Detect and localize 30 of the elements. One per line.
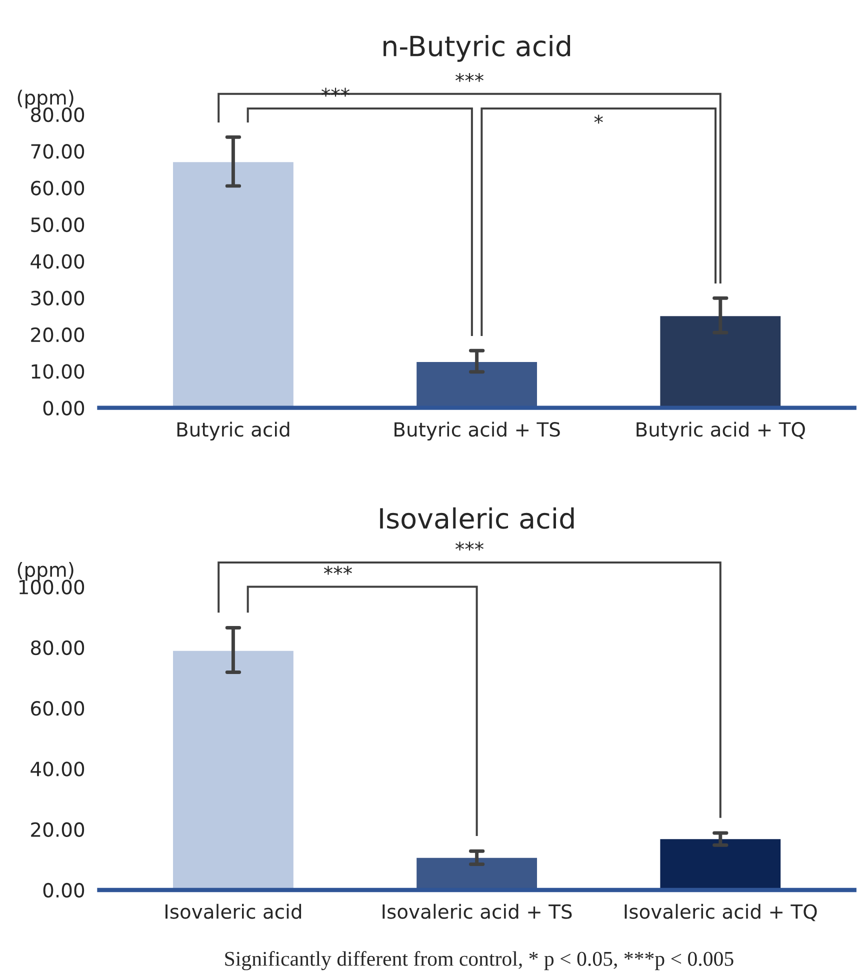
text: Significantly different from control, * p < 0.05, ***p < 0.005 [225,951,734,970]
y-tick-label: 0.00 [43,400,84,416]
x-tick-label: Butyric acid [177,422,290,441]
y-tick-label: 40.00 [30,762,84,776]
x-tick-label: Isovaleric acid + TS [382,904,572,919]
y-tick-label: 70.00 [31,144,84,159]
y-tick-label: 50.00 [31,217,84,232]
y-axis-title: (ppm) [18,562,74,581]
y-tick-label: 60.00 [31,180,84,196]
text: *** [455,542,484,551]
x-tick-label: Isovaleric acid [166,904,302,919]
chart-title: Isovaleric acid [380,507,574,529]
x-tick-label: Butyric acid + TS [394,422,560,441]
y-tick-label: 60.00 [31,701,84,716]
text: *** [455,73,484,82]
y-axis-title: (ppm) [18,90,74,109]
y-tick-label: 20.00 [31,822,84,838]
y-tick-label: 10.00 [32,364,84,379]
y-tick-label: 40.00 [30,254,84,269]
y-tick-label: 0.00 [43,882,84,898]
text: *** [324,566,352,575]
annotation: * [594,114,603,124]
y-tick-label: 20.00 [31,327,84,342]
x-tick-label: Isovaleric acid + TQ [624,904,817,922]
y-tick-label: 80.00 [31,107,84,122]
y-tick-label: 80.00 [31,640,84,656]
x-tick-label: Butyric acid + TQ [636,422,805,441]
chart-title: n-Butyric acid [384,34,570,62]
y-tick-label: 100.00 [19,580,84,594]
y-tick-label: 30.00 [31,290,84,306]
